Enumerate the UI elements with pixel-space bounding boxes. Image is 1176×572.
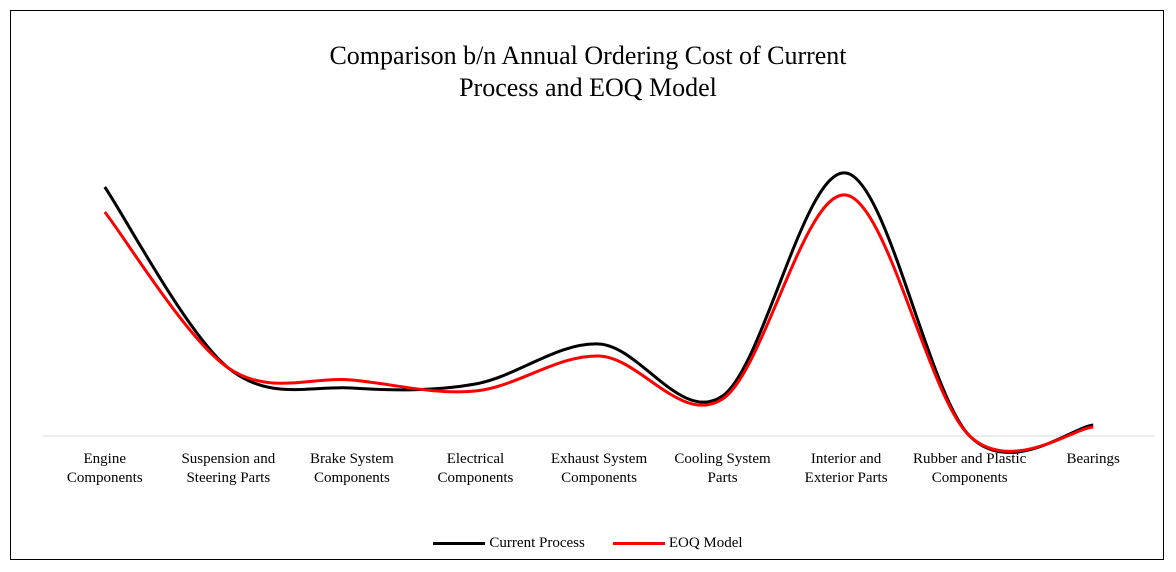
legend-item: EOQ Model [612,535,743,552]
legend-swatch [433,542,486,545]
legend: Current Process EOQ Model [0,535,1176,552]
x-tick-label: Exhaust System Components [550,451,648,486]
x-tick-label: Rubber and Plastic Components [912,451,1027,486]
legend-item: Current Process [433,535,585,552]
x-tick-label: Electrical Components [437,451,514,486]
x-tick-label: Interior and Exterior Parts [804,451,888,486]
x-tick-label: Brake System Components [310,451,394,486]
series-line [103,171,1094,454]
x-tick-label: Engine Components [66,451,143,486]
chart-border [10,10,1164,560]
x-tick-label: Bearings [1066,451,1120,467]
series-line [103,193,1094,453]
x-tick-label: Cooling System Parts [674,451,771,486]
x-tick-label: Suspension and Steering Parts [181,451,276,486]
legend-swatch [612,542,665,545]
chart-title: Comparison b/n Annual Ordering Cost of C… [329,41,847,102]
legend-label: Current Process [489,535,585,551]
legend-label: EOQ Model [668,535,743,551]
